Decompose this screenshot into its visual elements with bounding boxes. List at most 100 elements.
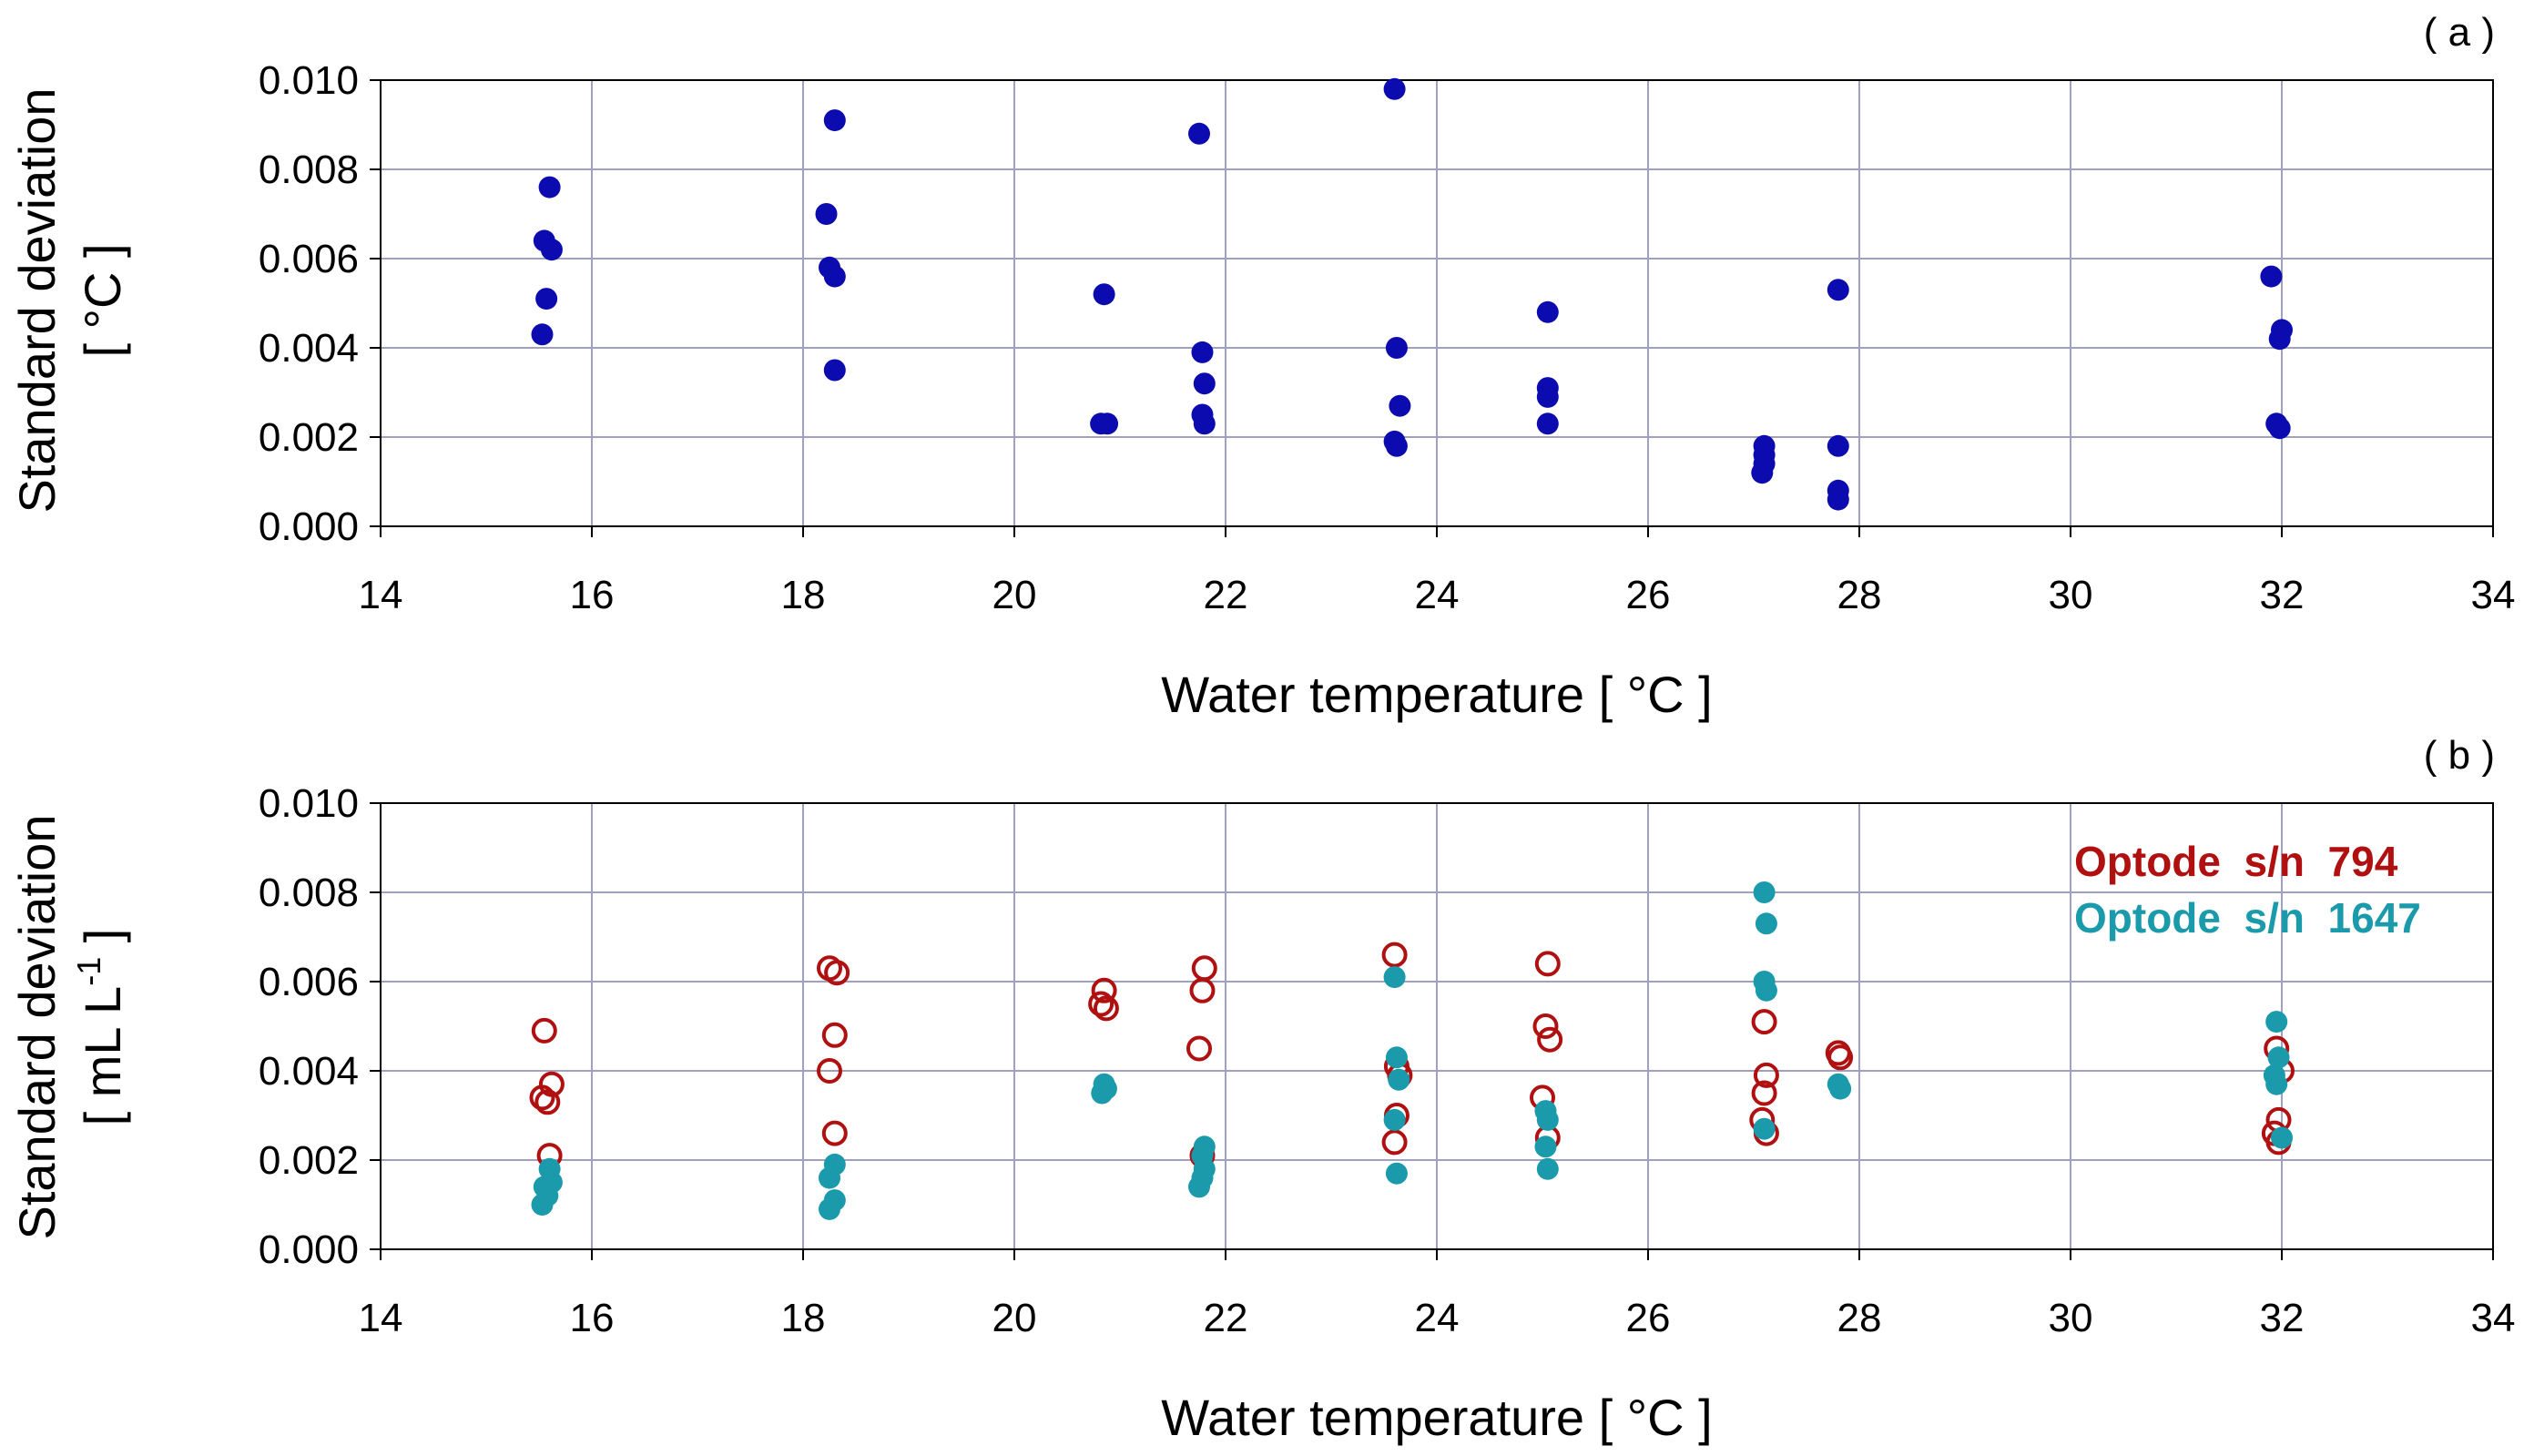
data-point — [1385, 337, 1408, 359]
y-tick-label: 0.006 — [259, 960, 359, 1004]
data-point — [823, 265, 846, 288]
x-tick-label: 22 — [1204, 1296, 1248, 1340]
data-point — [2260, 265, 2283, 288]
x-tick-label: 16 — [570, 1296, 615, 1340]
y-tick-label: 0.000 — [259, 504, 359, 549]
panel-b-oxygen: 14 16 18 20 22 24 26 28 30 32 34 0.0000.0020.0040.… — [8, 733, 2515, 1446]
data-point — [1389, 394, 1411, 417]
panel-b-y-axis-title-line1: Standard deviation — [8, 814, 66, 1239]
x-tick-label: 14 — [359, 573, 403, 617]
data-point — [1385, 1046, 1408, 1069]
data-point — [1753, 1117, 1776, 1140]
x-tick-label: 20 — [992, 573, 1037, 617]
panel-a-temperature: 14 16 18 20 22 24 26 28 30 32 34 0.0000.0020.0040.… — [8, 10, 2515, 723]
data-point — [2268, 417, 2291, 440]
panel-a-data-points — [531, 77, 2293, 511]
data-point — [821, 1022, 848, 1048]
x-tick-label: 30 — [2049, 573, 2093, 617]
x-tick-label: 28 — [1837, 1296, 1882, 1340]
data-point — [529, 1084, 555, 1111]
x-tick-label: 18 — [781, 573, 826, 617]
data-point — [2265, 1011, 2288, 1033]
x-tick-label: 32 — [2260, 573, 2305, 617]
panel-b-x-tick-labels: 14 16 18 20 22 24 26 28 30 32 34 — [359, 1296, 2516, 1340]
x-tick-label: 22 — [1204, 573, 1248, 617]
panel-a-y-tick-labels: 0.000 0.002 0.004 0.006 0.008 0.010 — [259, 58, 359, 549]
y-tick-label: 0.000 — [259, 1227, 359, 1272]
data-point — [823, 109, 846, 132]
data-point — [817, 1058, 842, 1084]
panel-b-plot-area — [380, 802, 2494, 1250]
data-point — [1088, 991, 1114, 1017]
x-tick-label: 30 — [2049, 1296, 2093, 1340]
panel-a-y-axis-title-line2: [ °C ] — [74, 243, 131, 357]
data-point — [1191, 341, 1214, 363]
data-point — [531, 1017, 557, 1044]
data-point — [1827, 488, 1849, 511]
panel-a-label: ( a ) — [2424, 10, 2495, 55]
panel-b-y-axis-title-end: ] — [74, 929, 131, 957]
data-point — [1381, 1129, 1408, 1156]
x-tick-label: 20 — [992, 1296, 1037, 1340]
data-point — [1751, 1080, 1777, 1106]
y-tick-label: 0.004 — [259, 326, 359, 371]
y-tick-label: 0.004 — [259, 1049, 359, 1094]
data-point — [1537, 1026, 1563, 1053]
panel-b-data-points — [529, 881, 2295, 1220]
data-point — [1536, 385, 1559, 408]
data-point — [538, 176, 561, 199]
data-point — [815, 203, 838, 225]
data-point — [534, 1089, 561, 1115]
data-point — [1829, 1077, 1852, 1100]
data-point — [1385, 1162, 1408, 1185]
data-point — [1383, 1108, 1406, 1131]
data-point — [823, 359, 846, 382]
data-point — [819, 1166, 840, 1189]
panel-a-x-axis-title: Water temperature [ °C ] — [1161, 666, 1712, 723]
panel-b-label: ( b ) — [2424, 733, 2495, 778]
y-tick-label: 0.002 — [259, 1138, 359, 1183]
data-point — [1753, 881, 1776, 903]
data-point — [1536, 1108, 1559, 1131]
x-tick-label: 28 — [1837, 573, 1882, 617]
data-point — [540, 239, 563, 261]
data-point — [2268, 328, 2291, 351]
data-point — [1186, 1035, 1212, 1062]
data-point — [2267, 1046, 2290, 1069]
x-tick-label: 26 — [1626, 573, 1671, 617]
data-point — [1093, 283, 1115, 306]
data-point — [1536, 300, 1559, 323]
data-point — [1381, 942, 1408, 968]
data-point — [824, 960, 850, 986]
data-point — [1189, 977, 1216, 1003]
data-point — [1827, 434, 1849, 457]
x-tick-label: 24 — [1415, 573, 1460, 617]
x-tick-label: 14 — [359, 1296, 403, 1340]
data-point — [1827, 1044, 1854, 1071]
data-point — [1755, 912, 1777, 935]
data-point — [2265, 1073, 2288, 1095]
x-tick-label: 18 — [781, 1296, 826, 1340]
data-point — [1755, 979, 1777, 1002]
x-tick-label: 32 — [2260, 1296, 2305, 1340]
data-point — [535, 288, 558, 311]
y-tick-label: 0.010 — [259, 781, 359, 826]
legend-entry-optode-1647: Optode s/n 1647 — [2074, 894, 2421, 942]
data-point — [531, 323, 554, 346]
x-tick-label: 16 — [570, 573, 615, 617]
data-point — [1093, 995, 1119, 1022]
panel-a-plot-area — [380, 79, 2494, 527]
panel-b-x-axis-title: Water temperature [ °C ] — [1161, 1389, 1712, 1446]
data-point — [1532, 1013, 1559, 1039]
data-point — [1388, 1068, 1410, 1091]
data-point — [1827, 279, 1849, 301]
data-point — [1534, 1135, 1557, 1158]
panel-b-y-axis-title-line2: [ mL L-1 ] — [70, 929, 131, 1126]
y-tick-label: 0.002 — [259, 415, 359, 460]
data-point — [1383, 77, 1406, 100]
y-tick-label: 0.010 — [259, 58, 359, 103]
x-tick-label: 26 — [1626, 1296, 1671, 1340]
data-point — [2271, 1126, 2293, 1149]
